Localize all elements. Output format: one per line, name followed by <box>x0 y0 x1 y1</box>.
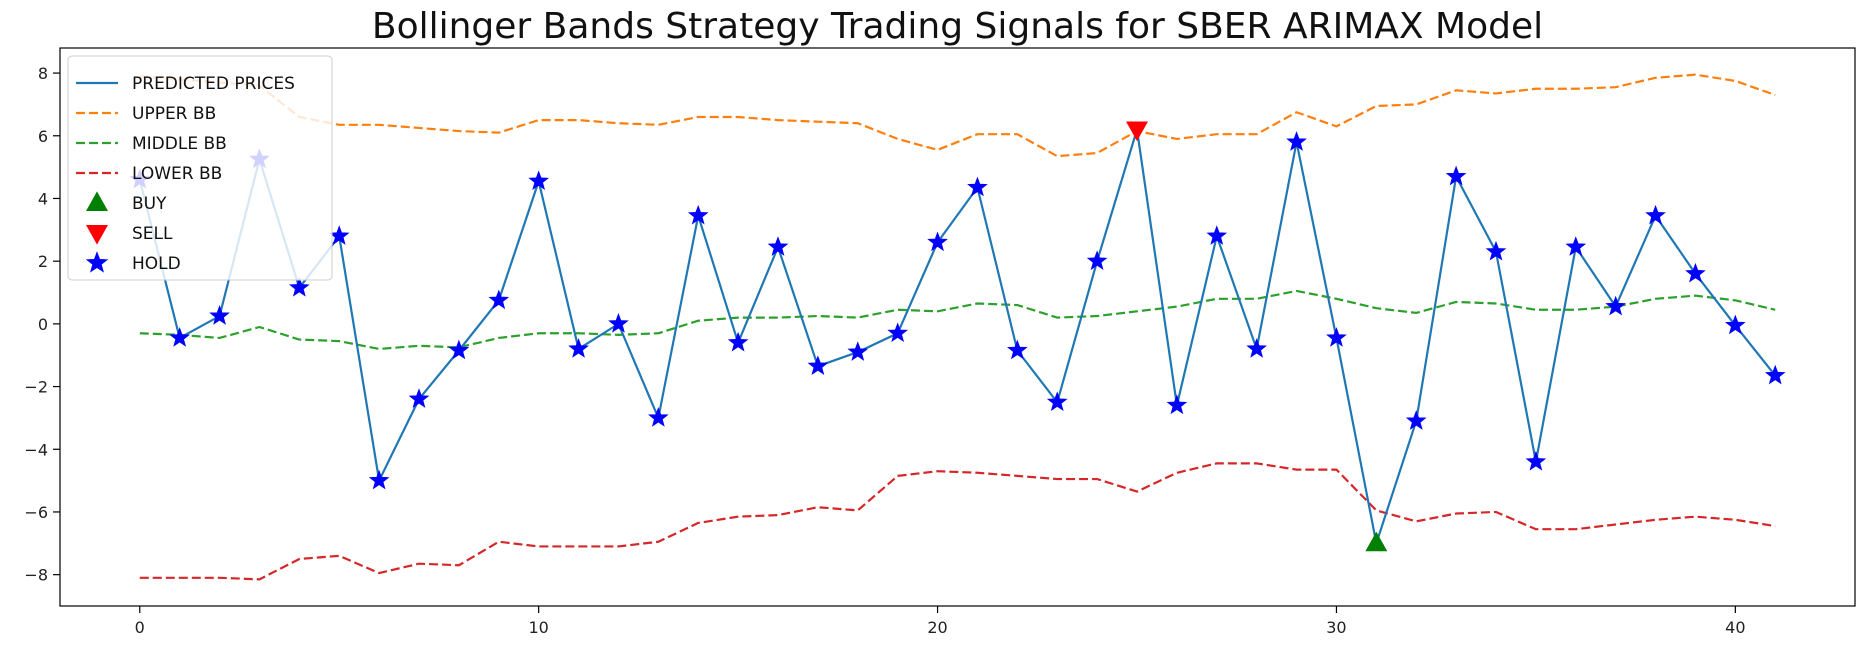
y-tick-label: −4 <box>24 440 48 459</box>
legend-box <box>67 55 333 281</box>
hold-marker <box>1565 236 1587 256</box>
hold-marker <box>1605 295 1626 316</box>
legend-swatch <box>86 225 108 245</box>
legend-label: HOLD <box>132 254 181 274</box>
legend-label: BUY <box>132 194 167 214</box>
hold-marker <box>1405 410 1427 430</box>
hold-marker <box>847 341 869 361</box>
hold-marker <box>807 355 829 375</box>
plot-area <box>59 47 1856 607</box>
hold-marker <box>1286 131 1307 151</box>
markers-layer <box>129 121 1786 552</box>
chart-title: Bollinger Bands Strategy Trading Signals… <box>372 6 1543 47</box>
buy-marker <box>1365 531 1388 552</box>
legend-item-hold: HOLD <box>85 251 181 274</box>
lower-bb-line <box>139 462 1776 581</box>
series-layer <box>138 73 1777 581</box>
legend-swatch <box>86 191 108 211</box>
hold-marker <box>1206 225 1228 245</box>
y-tick-label: −8 <box>24 566 48 585</box>
legend-item-buy: BUY <box>86 191 167 214</box>
hold-marker <box>648 407 669 427</box>
y-tick-label: 0 <box>38 315 48 334</box>
y-axis: −8 −6 −4 −2 0 2 4 6 8 <box>24 64 60 585</box>
hold-marker <box>1246 338 1267 358</box>
y-tick-label: 4 <box>38 189 48 208</box>
hold-marker <box>967 176 988 197</box>
x-tick-label: 10 <box>528 618 548 637</box>
hold-marker <box>687 204 709 225</box>
hold-marker <box>568 338 589 358</box>
hold-marker <box>169 327 190 347</box>
hold-marker <box>1007 339 1028 360</box>
hold-marker <box>488 289 510 310</box>
legend-swatch <box>85 251 109 273</box>
hold-marker <box>528 170 549 191</box>
hold-marker <box>1525 450 1547 471</box>
y-tick-label: 6 <box>38 127 48 146</box>
legend: PREDICTED PRICES UPPER BB MIDDLE BB LOWER B… <box>67 55 333 281</box>
hold-marker <box>368 469 390 490</box>
legend-item-lower-bb: LOWER BB <box>76 164 222 184</box>
hold-marker <box>1326 327 1347 347</box>
x-tick-label: 20 <box>927 618 947 637</box>
y-tick-label: −6 <box>24 503 48 522</box>
hold-marker <box>209 305 230 325</box>
hold-marker <box>1725 314 1746 335</box>
middle-bb-line <box>139 289 1776 351</box>
legend-label: LOWER BB <box>132 164 222 184</box>
hold-marker <box>927 231 948 252</box>
predicted-prices-line <box>138 128 1777 545</box>
hold-marker <box>767 236 789 256</box>
y-tick-label: −2 <box>24 378 48 397</box>
x-tick-label: 0 <box>135 618 145 637</box>
hold-marker <box>1445 165 1467 186</box>
hold-marker <box>1685 262 1706 283</box>
legend-label: MIDDLE BB <box>132 134 227 154</box>
hold-marker <box>1046 391 1068 412</box>
hold-marker <box>727 331 749 352</box>
legend-label: SELL <box>132 224 173 244</box>
legend-item-upper-bb: UPPER BB <box>76 104 216 124</box>
y-tick-label: 8 <box>38 64 48 83</box>
legend-item-middle-bb: MIDDLE BB <box>76 134 227 154</box>
legend-label: UPPER BB <box>132 104 216 124</box>
hold-marker <box>289 276 310 297</box>
y-tick-label: 2 <box>38 252 48 271</box>
hold-marker <box>1764 364 1786 385</box>
x-axis: 0 10 20 30 40 <box>135 606 1746 637</box>
legend-item-predicted-prices: PREDICTED PRICES <box>76 74 295 94</box>
hold-marker <box>448 339 470 360</box>
hold-marker <box>1645 204 1666 225</box>
x-tick-label: 30 <box>1326 618 1346 637</box>
hold-marker <box>887 322 908 343</box>
legend-item-sell: SELL <box>86 224 173 245</box>
x-tick-label: 40 <box>1725 618 1745 637</box>
hold-marker <box>608 313 629 333</box>
sell-marker <box>1126 121 1148 142</box>
hold-marker <box>408 388 430 408</box>
hold-marker <box>1485 240 1507 261</box>
hold-marker <box>1166 394 1188 415</box>
legend-label: PREDICTED PRICES <box>132 74 295 94</box>
upper-bb-line <box>139 73 1776 158</box>
hold-marker <box>1086 250 1108 270</box>
